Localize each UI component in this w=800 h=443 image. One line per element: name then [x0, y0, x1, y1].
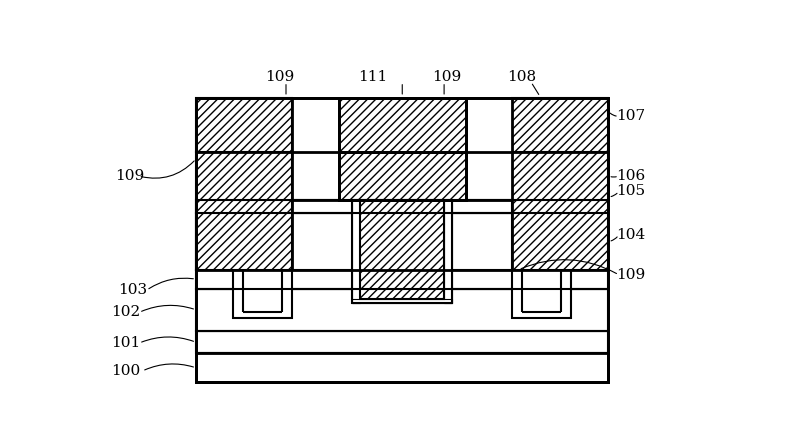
- Bar: [338, 97, 466, 152]
- Bar: [352, 299, 452, 303]
- Text: 111: 111: [358, 70, 387, 84]
- Bar: [234, 270, 292, 318]
- Bar: [512, 97, 608, 152]
- Bar: [196, 97, 608, 152]
- Bar: [522, 270, 562, 312]
- Bar: [444, 200, 452, 303]
- Bar: [338, 152, 466, 200]
- Text: 107: 107: [616, 109, 645, 123]
- Bar: [196, 270, 608, 288]
- Bar: [338, 97, 466, 152]
- Text: 103: 103: [118, 283, 148, 297]
- Bar: [512, 152, 608, 270]
- Text: 105: 105: [616, 184, 645, 198]
- Bar: [196, 97, 608, 382]
- Text: 101: 101: [111, 336, 141, 350]
- Bar: [196, 152, 292, 270]
- Bar: [196, 97, 292, 152]
- Bar: [196, 331, 608, 354]
- Bar: [352, 200, 360, 303]
- Text: 109: 109: [115, 169, 145, 183]
- Bar: [338, 97, 466, 200]
- Bar: [196, 152, 608, 200]
- Text: 104: 104: [616, 228, 645, 242]
- Bar: [196, 97, 608, 382]
- Bar: [338, 152, 466, 200]
- Bar: [243, 270, 282, 312]
- Bar: [196, 200, 608, 214]
- Bar: [196, 354, 608, 382]
- Bar: [196, 288, 608, 331]
- Text: 106: 106: [616, 169, 645, 183]
- Text: 109: 109: [433, 70, 462, 84]
- Bar: [512, 270, 571, 318]
- Text: 102: 102: [111, 305, 141, 319]
- Bar: [352, 200, 452, 303]
- Text: 109: 109: [265, 70, 294, 84]
- Text: 108: 108: [507, 70, 536, 84]
- Bar: [360, 200, 444, 299]
- Bar: [338, 152, 466, 200]
- Bar: [292, 97, 338, 200]
- Bar: [466, 97, 512, 200]
- Bar: [338, 97, 466, 152]
- Text: 100: 100: [111, 364, 141, 378]
- Text: 109: 109: [616, 268, 645, 282]
- Bar: [196, 214, 608, 270]
